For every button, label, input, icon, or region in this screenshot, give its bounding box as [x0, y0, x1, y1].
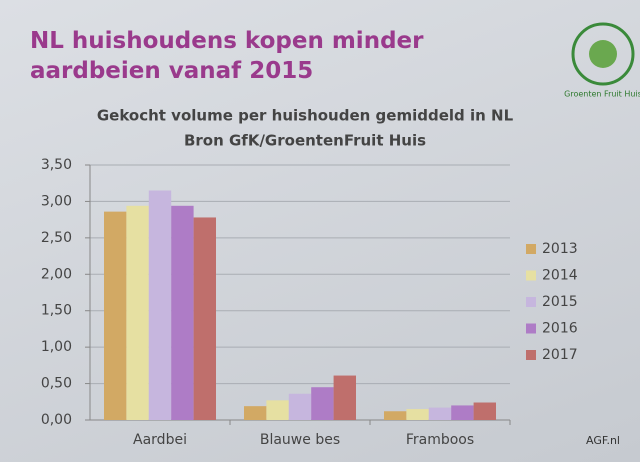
logo-text: Groenten Fruit Huis — [564, 90, 640, 99]
bar — [126, 205, 149, 420]
bar — [171, 205, 194, 420]
bar — [473, 402, 496, 420]
chart-title: Gekocht volume per huishouden gemiddeld … — [97, 107, 514, 125]
legend-swatch — [526, 270, 536, 281]
logo-ring — [571, 22, 635, 86]
legend-label: 2017 — [542, 347, 578, 363]
legend-label: 2014 — [542, 268, 578, 284]
bar — [311, 387, 334, 420]
bar — [244, 406, 267, 420]
x-tick-label: Framboos — [406, 432, 474, 448]
legend-swatch — [526, 244, 536, 254]
y-tick-label: 3,00 — [41, 193, 72, 209]
legend-swatch — [526, 350, 536, 360]
y-tick-label: 2,50 — [41, 230, 72, 246]
legend-swatch — [526, 323, 536, 334]
legend-label: 2015 — [542, 294, 578, 310]
bar — [428, 407, 452, 420]
slide-title: NL huishoudens kopen minder aardbeien va… — [30, 28, 424, 84]
logo-mark — [589, 40, 617, 68]
bar — [333, 375, 356, 420]
y-tick-label: 1,50 — [41, 303, 72, 319]
legend-label: 2013 — [542, 241, 578, 257]
chart-subtitle: Bron GfK/GroentenFruit Huis — [184, 132, 426, 150]
y-tick-label: 3,50 — [41, 157, 72, 173]
bar — [288, 393, 312, 420]
bar — [406, 409, 429, 420]
y-tick-label: 2,00 — [41, 266, 72, 282]
x-tick-label: Blauwe bes — [260, 432, 340, 448]
bar — [384, 411, 407, 420]
bar — [451, 405, 474, 420]
bar — [104, 211, 127, 420]
bar — [193, 217, 216, 420]
y-tick-label: 1,00 — [41, 339, 72, 355]
watermark: AGF.nl — [586, 434, 620, 447]
legend-swatch — [526, 297, 536, 307]
y-tick-label: 0,00 — [41, 412, 72, 428]
x-tick-label: Aardbei — [133, 432, 187, 448]
bar — [266, 400, 289, 420]
bar — [148, 190, 172, 420]
legend-label: 2016 — [542, 321, 578, 337]
y-tick-label: 0,50 — [41, 376, 72, 392]
